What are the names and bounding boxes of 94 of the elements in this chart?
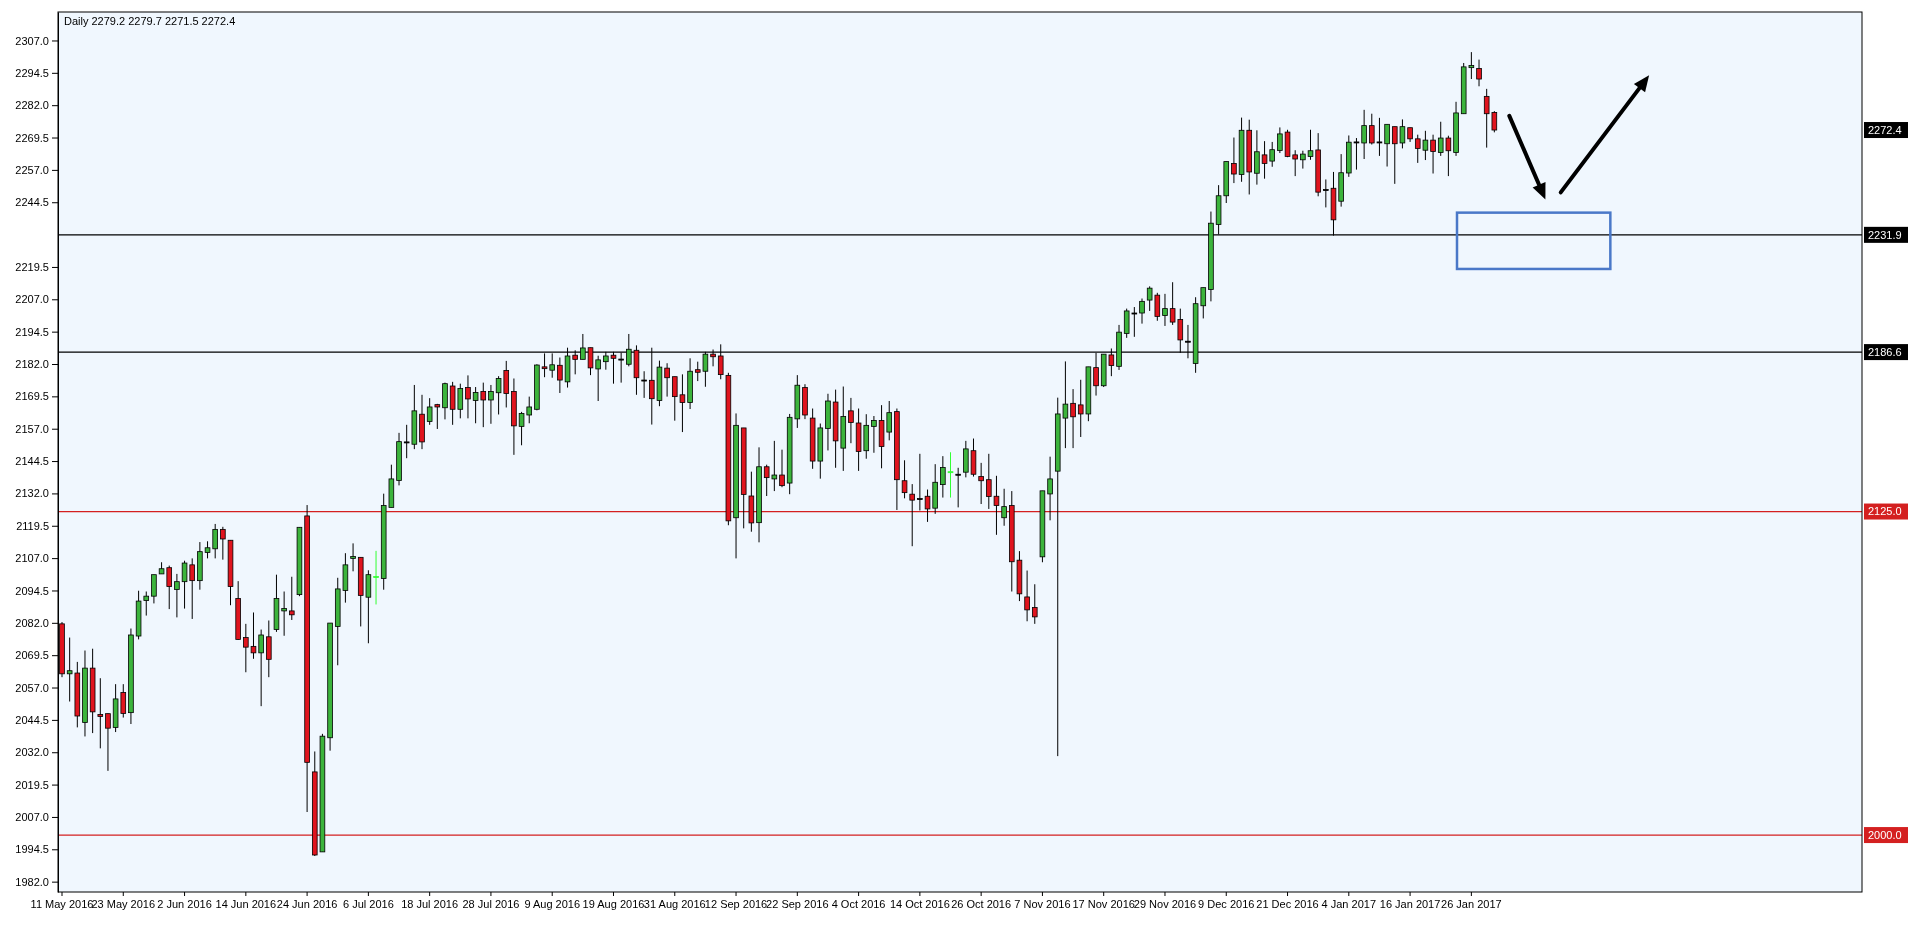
x-tick-label: 26 Oct 2016 [951, 898, 1012, 910]
x-tick-label: 31 Aug 2016 [643, 898, 706, 910]
candlestick [97, 677, 104, 749]
y-tick-label: 2282.0 [15, 99, 49, 112]
x-tick-label: 14 Oct 2016 [889, 898, 950, 910]
candlestick [1254, 129, 1260, 186]
candlestick [641, 370, 647, 399]
ref-line-label: 2231.9 [1868, 228, 1902, 241]
x-tick-label: 7 Nov 2016 [1014, 898, 1071, 910]
candlestick [1070, 388, 1076, 449]
text: 2272.4 [1868, 123, 1902, 136]
x-tick-label: 4 Oct 2016 [831, 898, 886, 910]
candlestick [1430, 134, 1436, 175]
candlestick [1476, 59, 1482, 87]
x-tick-label: 4 Jan 2017 [1321, 898, 1377, 910]
candlestick [1277, 126, 1283, 154]
candlestick [917, 453, 923, 511]
y-tick-label: 2194.5 [15, 325, 49, 338]
candlestick [1361, 109, 1367, 160]
candlestick [779, 449, 785, 488]
candlestick [940, 455, 946, 499]
y-tick-label: 2294.5 [15, 66, 49, 79]
y-tick-label: 2157.0 [15, 422, 49, 435]
y-tick-label: 2307.0 [15, 34, 49, 47]
x-tick-label: 6 Jul 2016 [343, 898, 394, 910]
y-tick-label: 2182.0 [15, 358, 49, 371]
x-tick-label: 22 Sep 2016 [766, 898, 829, 910]
x-tick-label: 12 Sep 2016 [704, 898, 768, 910]
candlestick [266, 619, 272, 678]
candlestick [488, 384, 494, 425]
y-tick-label: 2219.5 [15, 260, 49, 273]
candlestick [1162, 293, 1168, 327]
candlestick [289, 576, 295, 621]
y-tick-label: 2169.5 [15, 390, 49, 403]
y-tick-label: 2144.5 [15, 455, 49, 468]
x-tick-label: 21 Dec 2016 [1256, 898, 1319, 910]
candlestick [978, 462, 984, 505]
x-tick-label: 17 Nov 2016 [1072, 898, 1135, 910]
y-tick-label: 2069.5 [15, 649, 49, 662]
candlestick [373, 550, 379, 605]
candlestick [174, 573, 180, 618]
candlestick [1031, 583, 1038, 625]
y-tick-label: 2119.5 [16, 519, 49, 532]
x-tick-label: 24 Jun 2016 [276, 898, 338, 910]
x-tick-label: 29 Nov 2016 [1133, 898, 1197, 910]
y-tick-label: 2269.5 [15, 131, 49, 144]
y-tick-label: 1982.0 [15, 875, 49, 888]
candlestick [871, 415, 877, 454]
x-tick-label: 16 Jan 2017 [1379, 898, 1441, 910]
x-tick-label: 23 May 2016 [91, 898, 156, 910]
y-tick-label: 2007.0 [15, 810, 49, 823]
candlestick [947, 451, 954, 499]
y-tick-label: 2094.5 [15, 584, 49, 597]
x-tick-label: 2 Jun 2016 [157, 898, 212, 910]
ref-line-label: 2000.0 [1868, 828, 1902, 841]
y-tick-label: 2107.0 [15, 552, 49, 565]
candlestick [664, 362, 670, 398]
candlestick [1024, 570, 1030, 622]
y-tick-label: 2019.5 [15, 778, 49, 791]
y-tick-label: 2257.0 [15, 163, 49, 176]
ref-line-label: 2125.0 [1868, 505, 1902, 518]
candlestick [955, 467, 961, 508]
x-tick-label: 11 May 2016 [30, 898, 94, 910]
x-tick-label: 28 Jul 2016 [462, 898, 520, 910]
x-tick-label: 26 Jan 2017 [1441, 898, 1502, 910]
y-tick-label: 2044.5 [15, 713, 49, 726]
chart-title: Daily 2279.2 2279.7 2271.5 2272.4 [64, 15, 236, 27]
candlestick [848, 397, 854, 444]
candlestick [1231, 137, 1237, 184]
x-tick-label: 9 Dec 2016 [1198, 898, 1255, 910]
candlestick [1139, 298, 1145, 325]
x-tick-label: 14 Jun 2016 [215, 898, 277, 910]
y-tick-label: 2082.0 [15, 616, 49, 629]
y-tick-label: 2032.0 [15, 746, 49, 759]
candlestick [151, 574, 157, 604]
x-tick-label: 9 Aug 2016 [524, 898, 581, 910]
y-tick-label: 1994.5 [15, 843, 49, 856]
candlestick [105, 712, 111, 772]
candlestick [350, 542, 356, 572]
x-tick-label: 19 Aug 2016 [582, 898, 645, 910]
candlestick [1047, 456, 1053, 521]
candlestick [220, 526, 226, 561]
candlestick [557, 357, 563, 394]
y-tick-label: 2132.0 [15, 487, 49, 500]
x-tick-label: 18 Jul 2016 [401, 898, 459, 910]
ref-line-label: 2186.6 [1868, 345, 1902, 358]
candlestick [901, 459, 908, 499]
candlestick [465, 374, 471, 419]
candlestick [1384, 123, 1390, 168]
y-tick-label: 2207.0 [15, 293, 49, 306]
candlestick [281, 591, 287, 637]
y-tick-label: 2244.5 [15, 196, 49, 209]
candlestick [1001, 488, 1007, 527]
y-tick-label: 2057.0 [15, 681, 49, 694]
